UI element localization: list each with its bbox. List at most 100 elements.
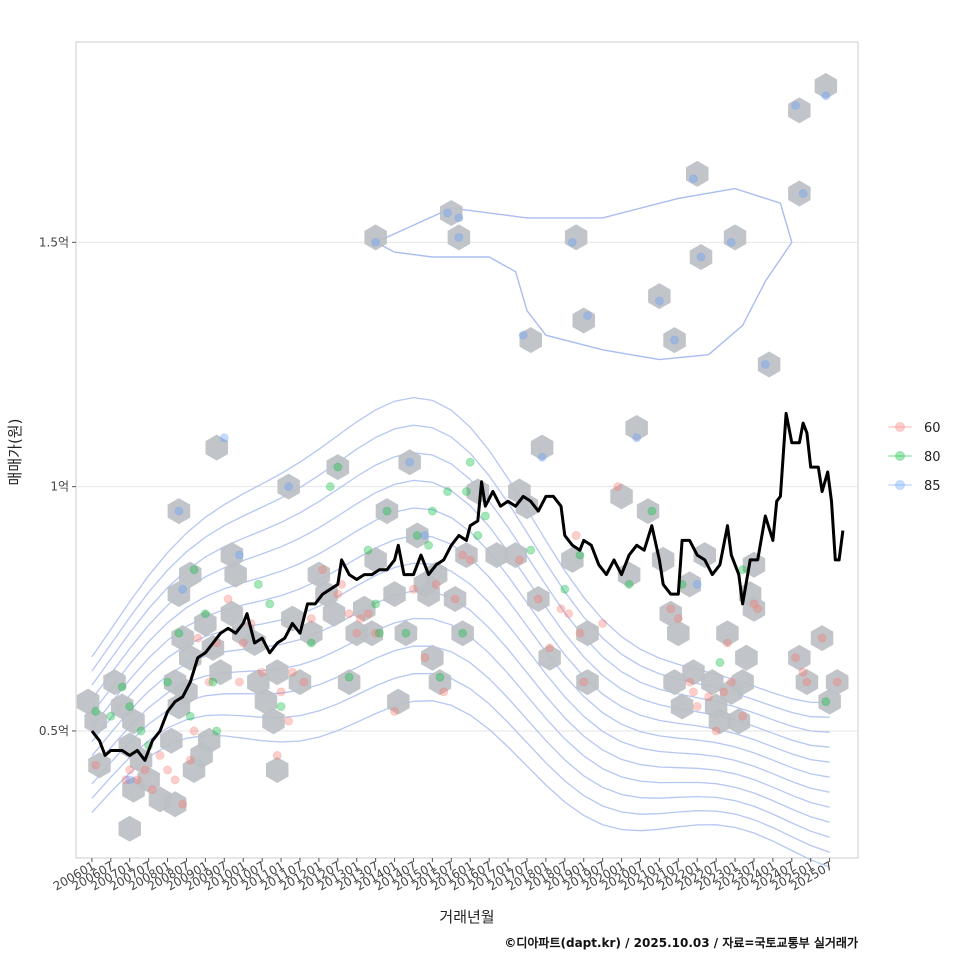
hexbin-cell — [663, 669, 686, 696]
hexbin-cell — [288, 669, 312, 696]
scatter-point-60 — [121, 775, 131, 785]
scatter-point-60 — [408, 584, 418, 594]
hexbin-cell — [648, 283, 671, 310]
scatter-point-85 — [443, 208, 453, 218]
hexbin-cell — [659, 600, 682, 627]
scatter-point-60 — [431, 579, 441, 589]
scatter-point-80 — [526, 545, 536, 555]
scatter-points — [91, 91, 842, 809]
hexbin-cell — [716, 620, 739, 647]
scatter-point-60 — [147, 785, 157, 795]
hexbin-cell — [610, 483, 633, 510]
scatter-point-85 — [696, 252, 706, 262]
scatter-point-60 — [719, 687, 729, 697]
hexbin-cell — [322, 600, 346, 627]
scatter-point-85 — [405, 457, 415, 467]
density-contour — [91, 396, 830, 704]
hexbin-cell — [530, 434, 554, 461]
hexbin-cell — [167, 498, 191, 525]
scatter-point-60 — [204, 677, 214, 687]
scatter-point-60 — [465, 555, 475, 565]
hexbin-cell — [137, 766, 160, 793]
scatter-point-85 — [454, 232, 464, 242]
scatter-point-60 — [685, 677, 695, 687]
hexbin-cell — [810, 625, 834, 652]
scatter-point-60 — [223, 594, 233, 604]
scatter-point-60 — [170, 775, 180, 785]
density-contour — [91, 507, 830, 763]
scatter-point-60 — [390, 706, 400, 716]
scatter-point-60 — [234, 677, 244, 687]
hexbin-cell — [788, 644, 811, 671]
scatter-point-60 — [545, 643, 555, 653]
hexbin-cell — [364, 546, 387, 573]
scatter-point-80 — [461, 487, 471, 497]
hexbin-cell — [576, 620, 599, 647]
scatter-point-60 — [556, 604, 566, 614]
hexbin-cell — [281, 605, 304, 632]
scatter-point-80 — [363, 545, 373, 555]
scatter-point-60 — [533, 594, 543, 604]
scatter-point-80 — [189, 565, 199, 575]
hexbin-cell — [103, 669, 126, 696]
hexbin-cell — [572, 307, 595, 334]
scatter-point-80 — [738, 565, 748, 575]
y-tick-label: 1.5억 — [39, 235, 69, 249]
hexbin-cell — [182, 757, 206, 783]
scatter-point-85 — [821, 91, 831, 101]
hexbin-cell — [167, 581, 191, 608]
scatter-point-80 — [715, 658, 725, 668]
hexbin-cell — [220, 600, 244, 627]
scatter-point-80 — [435, 672, 445, 682]
scatter-point-60 — [613, 482, 623, 492]
scatter-point-60 — [673, 614, 683, 624]
scatter-point-85 — [632, 433, 642, 443]
scatter-point-80 — [325, 482, 335, 492]
scatter-point-85 — [420, 531, 430, 541]
scatter-point-60 — [132, 775, 142, 785]
hexbin-cell — [485, 542, 508, 569]
scatter-point-85 — [688, 174, 698, 184]
scatter-point-80 — [412, 531, 422, 541]
scatter-point-60 — [91, 760, 101, 770]
hexbin-cell — [818, 688, 841, 715]
density-contour — [91, 672, 830, 853]
scatter-point-80 — [306, 638, 316, 648]
scatter-point-60 — [356, 614, 366, 624]
density-contour — [373, 187, 793, 361]
hexbin-cell — [254, 688, 278, 715]
hexbin-cell — [670, 693, 694, 720]
hexbin-cell — [406, 522, 429, 549]
legend-key-point — [895, 422, 905, 432]
hexbin-cell — [383, 581, 406, 608]
scatter-point-80 — [185, 711, 195, 721]
scatter-point-60 — [318, 565, 328, 575]
scatter-point-80 — [344, 672, 354, 682]
scatter-point-85 — [284, 482, 294, 492]
scatter-point-80 — [575, 550, 585, 560]
scatter-point-60 — [450, 594, 460, 604]
scatter-point-60 — [284, 716, 294, 726]
scatter-point-85 — [518, 330, 528, 340]
y-axis-title: 매매가(원) — [6, 419, 24, 486]
hexbin-cell — [307, 561, 331, 588]
scatter-point-60 — [420, 653, 430, 663]
scatter-point-60 — [299, 677, 309, 687]
hexbin-cell — [788, 97, 811, 124]
hexbin-cell — [266, 659, 289, 686]
scatter-point-60 — [666, 604, 676, 614]
caption: ©디아파트(dapt.kr) / 2025.10.03 / 자료=국토교통부 실… — [504, 935, 858, 950]
hexbin-cell — [742, 595, 766, 622]
density-contour — [91, 562, 830, 793]
hexbin-cell — [735, 644, 758, 671]
scatter-point-60 — [333, 589, 343, 599]
hexbin-cell — [88, 752, 111, 779]
hexbin-cell — [440, 200, 463, 226]
y-tick-label: 0.5억 — [39, 724, 69, 738]
hexbin-cell — [160, 727, 183, 754]
scatter-point-85 — [219, 433, 229, 443]
scatter-point-60 — [125, 765, 135, 775]
hexbin-cell — [163, 791, 187, 818]
scatter-point-85 — [567, 237, 577, 247]
hexbin-cell — [84, 708, 107, 735]
